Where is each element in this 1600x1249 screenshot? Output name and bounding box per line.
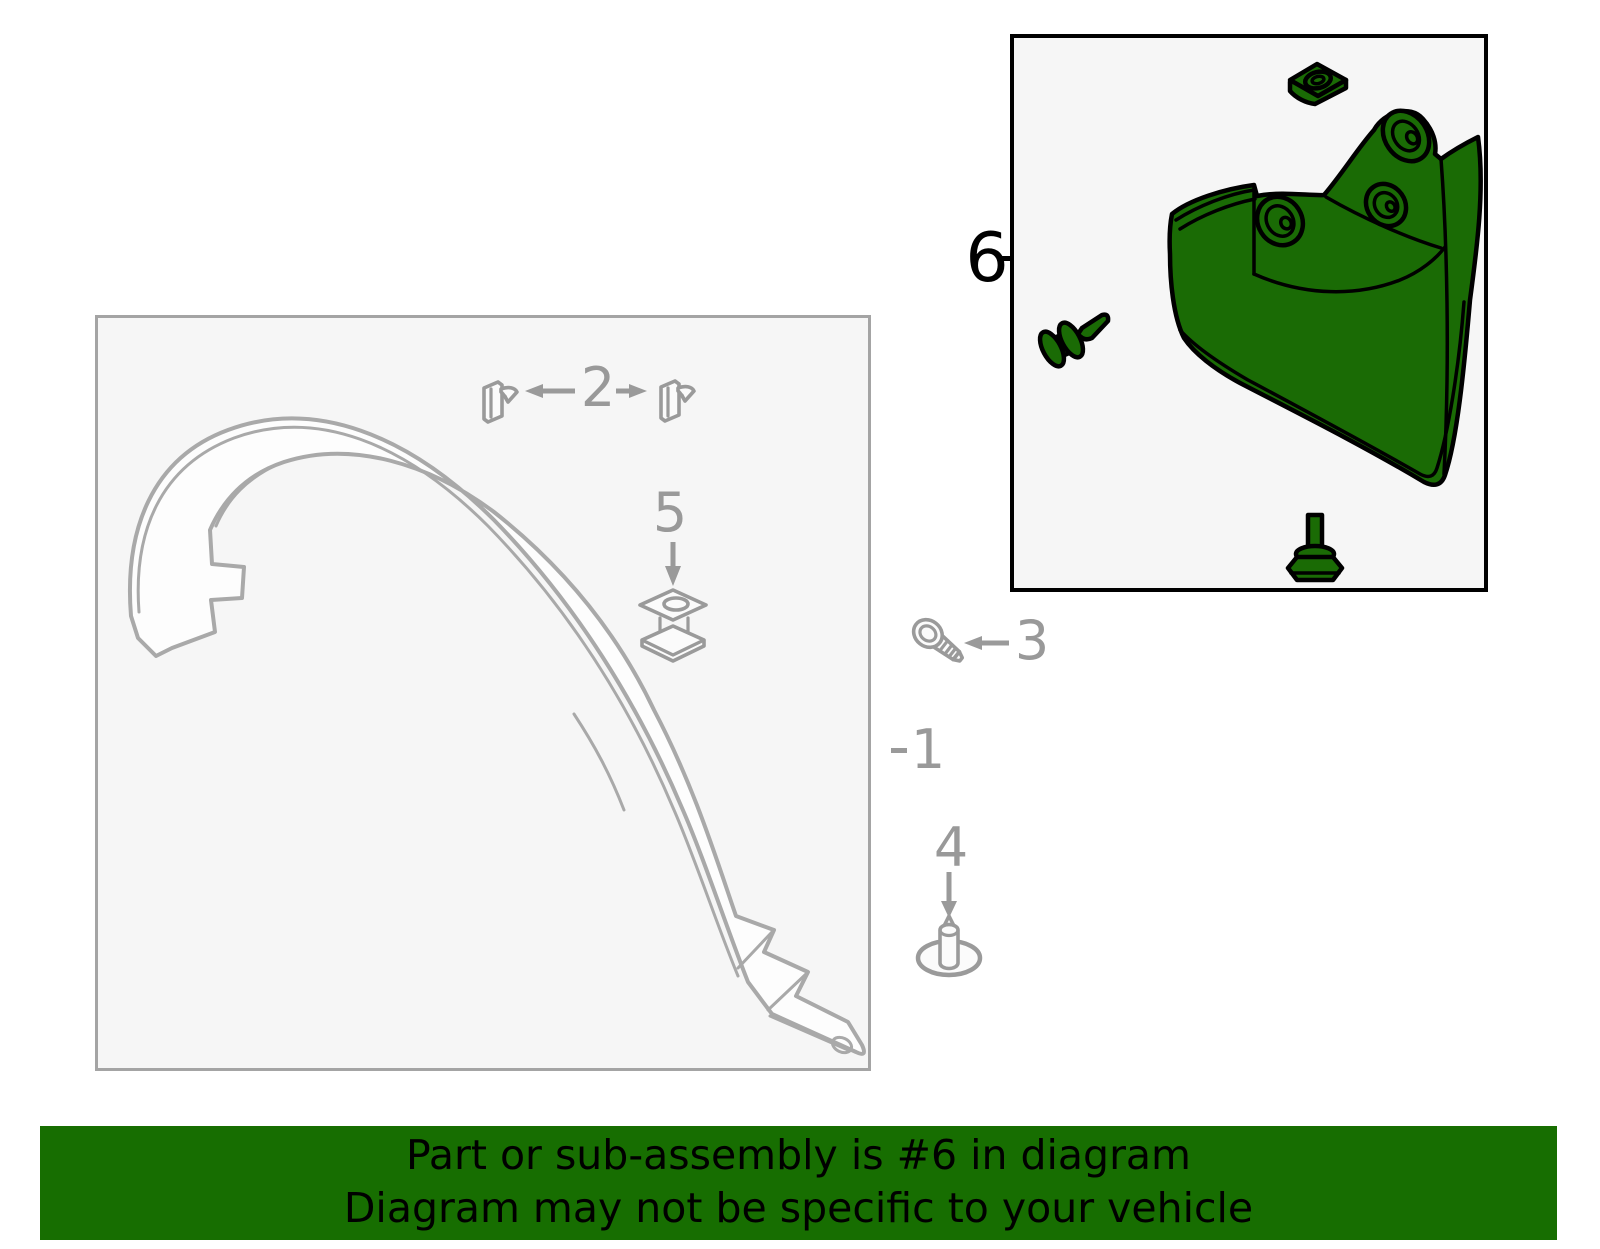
bolt-icon <box>1285 512 1345 583</box>
u-nut-clip-icon <box>1287 61 1349 107</box>
arrow-down-icon <box>941 872 957 918</box>
retainer-clip-left-icon <box>482 380 519 424</box>
retainer-clip-right-icon <box>659 379 696 423</box>
banner-line-2: Diagram may not be specific to your vehi… <box>343 1184 1254 1232</box>
banner-line-1: Part or sub-assembly is #6 in diagram <box>406 1131 1191 1179</box>
push-pin-rivet-icon <box>1037 312 1111 369</box>
callout-1-tick <box>891 748 907 753</box>
callout-1-label: 1 <box>910 718 946 781</box>
mud-guard <box>1167 108 1483 488</box>
wheel-arch-molding <box>128 416 866 1056</box>
screw-icon <box>911 617 965 663</box>
wheel-arch-molding-drawing <box>128 379 866 1056</box>
mud-guard-drawing <box>1037 61 1483 583</box>
note-banner: Part or sub-assembly is #6 in diagram Di… <box>40 1126 1557 1240</box>
callout-5-label: 5 <box>652 481 688 544</box>
push-pin-callout-graphic <box>915 872 983 978</box>
arrow-left-icon <box>964 636 1009 650</box>
arrow-down-icon <box>665 542 681 586</box>
arrow-right-icon <box>616 384 647 398</box>
callout-2-label: 2 <box>580 356 616 419</box>
push-pin-icon <box>915 914 983 978</box>
callout-6-tick <box>997 256 1011 261</box>
arrow-left-icon <box>525 384 575 398</box>
grommet-top <box>1380 108 1432 164</box>
molding-diagram-box: 2 5 <box>95 315 871 1071</box>
grommet-left <box>1254 194 1306 248</box>
callout-3-label: 3 <box>1014 609 1050 672</box>
screw-callout-graphic <box>911 617 1009 663</box>
highlighted-part-box <box>1010 34 1488 592</box>
clip-nut-icon <box>638 588 708 663</box>
grommet-middle <box>1363 181 1409 229</box>
callout-4-label: 4 <box>933 816 969 879</box>
